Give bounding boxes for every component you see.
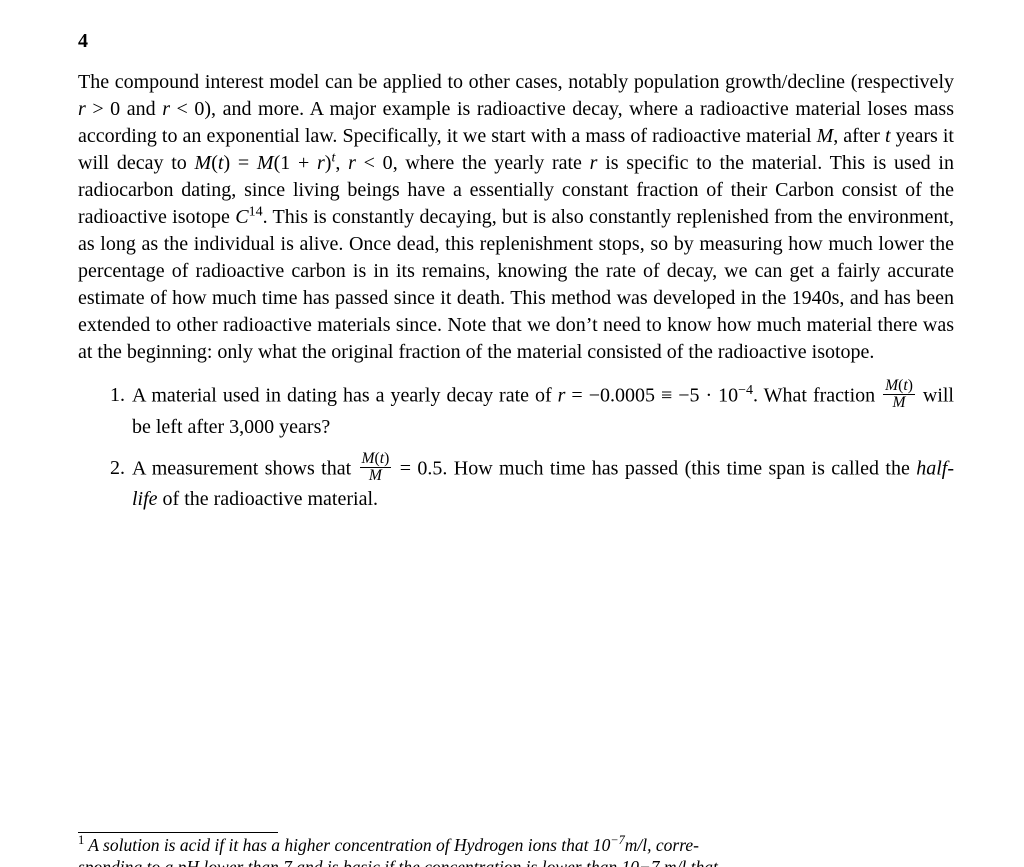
footnote-region: 1 A solution is acid if it has a higher c… [78, 832, 954, 867]
text: of the radioactive material. [158, 488, 378, 510]
problem-item-1: A material used in dating has a yearly d… [130, 380, 954, 441]
math-var: r [162, 98, 170, 120]
math-unit: m/l [625, 835, 647, 855]
text: , corre- [647, 835, 699, 855]
text: = 0.5. How much time has passed (this ti… [393, 457, 916, 479]
math: < 0 [170, 98, 204, 120]
math-superscript: −7 [610, 833, 624, 847]
text: . What fraction [753, 384, 881, 406]
fraction-denominator: M [360, 468, 392, 484]
problem-list: A material used in dating has a yearly d… [104, 380, 954, 513]
math: = −0.0005 ≡ −5 · 10 [565, 384, 738, 406]
text: A solution is acid if it has a higher co… [88, 835, 593, 855]
footnote-cutoff-line: sponding to a pH lower than 7 and is bas… [78, 857, 954, 867]
fraction-numerator: M(t) [360, 451, 392, 468]
text: and [120, 98, 162, 120]
math: ) [908, 377, 913, 394]
math: (1 + [274, 152, 317, 174]
math-var: r [348, 152, 356, 174]
page-number: 4 [78, 28, 954, 55]
problem-item-2: A measurement shows that M(t)M = 0.5. Ho… [130, 453, 954, 514]
math-var: M [817, 125, 834, 147]
math-var: r [78, 98, 86, 120]
fraction: M(t)M [360, 451, 392, 485]
text: , [335, 152, 348, 174]
math-var: M [257, 152, 274, 174]
math: 10 [593, 835, 611, 855]
text: A material used in dating has a yearly d… [132, 384, 558, 406]
math: ( [211, 152, 218, 174]
text: . This is constantly decaying, but is al… [78, 206, 954, 363]
math: < 0 [356, 152, 393, 174]
math-var: r [317, 152, 325, 174]
text: , where the yearly rate [393, 152, 590, 174]
fraction-denominator: M [883, 395, 915, 411]
text: The compound interest model can be appli… [78, 71, 954, 93]
math: ) = [223, 152, 256, 174]
footnote-line-1: 1 A solution is acid if it has a higher c… [78, 835, 954, 857]
math-var: M [885, 377, 898, 394]
math-var: M [362, 450, 375, 467]
math-superscript: 14 [249, 204, 263, 219]
footnote-marker: 1 [78, 833, 84, 847]
fraction: M(t)M [883, 378, 915, 412]
math-var: C [235, 206, 248, 228]
text: A measurement shows that [132, 457, 358, 479]
math: > 0 [86, 98, 120, 120]
math-var: M [195, 152, 212, 174]
footnote-rule [78, 832, 278, 833]
document-page: 4 The compound interest model can be app… [0, 0, 1024, 513]
math: ) [384, 450, 389, 467]
math-superscript: −4 [738, 383, 753, 398]
fraction-numerator: M(t) [883, 378, 915, 395]
main-paragraph: The compound interest model can be appli… [78, 69, 954, 366]
text: , after [833, 125, 885, 147]
